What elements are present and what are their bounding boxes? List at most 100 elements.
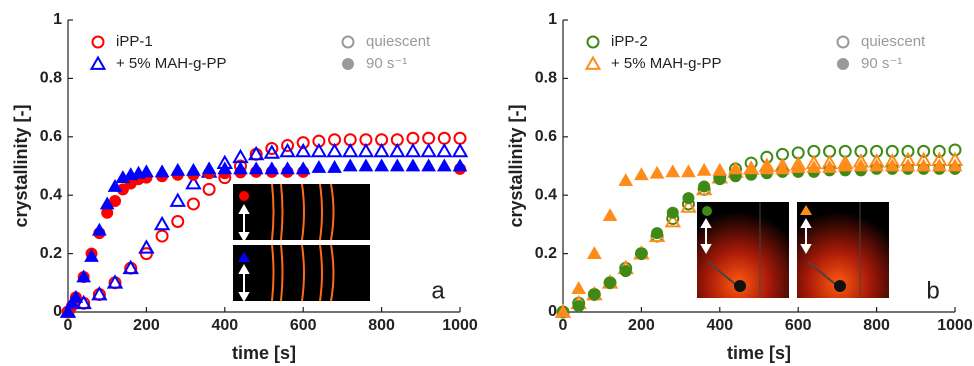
legend-label: quiescent — [366, 33, 431, 50]
legend-marker — [93, 37, 104, 48]
marker — [651, 167, 664, 178]
marker — [438, 145, 451, 156]
marker — [683, 193, 694, 204]
x-tick-label: 0 — [64, 317, 73, 334]
marker — [682, 165, 695, 176]
marker — [589, 289, 600, 300]
x-tick-label: 200 — [628, 317, 655, 334]
marker — [204, 184, 215, 195]
legend-label: 90 s⁻¹ — [366, 55, 407, 72]
marker — [423, 133, 434, 144]
y-tick-label: 0.2 — [40, 245, 62, 262]
marker — [172, 216, 183, 227]
marker — [604, 209, 617, 220]
marker — [156, 218, 169, 229]
marker — [588, 247, 601, 258]
x-tick-label: 400 — [211, 317, 238, 334]
marker — [375, 160, 388, 171]
marker — [619, 174, 632, 185]
marker — [438, 160, 451, 171]
x-axis-label: time [s] — [727, 343, 791, 363]
x-tick-label: 600 — [290, 317, 317, 334]
y-tick-label: 1 — [548, 11, 557, 28]
page: 0 0.2 0.4 0.6 0.8 1 0 200 400 600 800 1000 time [s] c… — [0, 0, 974, 366]
inset-a — [233, 184, 370, 301]
marker — [344, 160, 357, 171]
marker — [406, 160, 419, 171]
marker — [636, 248, 647, 259]
marker — [140, 165, 153, 176]
legend-marker — [588, 37, 599, 48]
y-tick-label: 0.8 — [40, 70, 62, 87]
x-tick-label: 0 — [559, 317, 568, 334]
marker — [359, 160, 372, 171]
marker — [698, 164, 711, 175]
x-tick-label: 200 — [133, 317, 160, 334]
legend-label: iPP-1 — [116, 33, 153, 50]
y-tick-label: 0.2 — [535, 245, 557, 262]
marker — [667, 207, 678, 218]
legend-label: + 5% MAH-g-PP — [611, 55, 721, 72]
marker — [171, 164, 184, 175]
marker — [454, 145, 467, 156]
marker — [573, 301, 584, 312]
marker — [572, 282, 585, 293]
marker — [312, 161, 325, 172]
y-tick-label: 0.4 — [535, 186, 557, 203]
marker — [312, 145, 325, 156]
marker — [203, 162, 216, 173]
marker — [171, 195, 184, 206]
marker — [344, 145, 357, 156]
marker — [406, 145, 419, 156]
panel-label: b — [926, 277, 939, 304]
marker — [156, 165, 169, 176]
figure: 0 0.2 0.4 0.6 0.8 1 0 200 400 600 800 1000 time [s] c… — [0, 0, 974, 366]
marker — [699, 181, 710, 192]
x-tick-label: 400 — [706, 317, 733, 334]
marker — [422, 145, 435, 156]
legend-label: iPP-2 — [611, 33, 648, 50]
marker — [391, 145, 404, 156]
marker — [187, 164, 200, 175]
legend-label: quiescent — [861, 33, 926, 50]
marker — [422, 160, 435, 171]
marker — [188, 198, 199, 209]
legend-label: 90 s⁻¹ — [861, 55, 902, 72]
legend-label: + 5% MAH-g-PP — [116, 55, 226, 72]
x-tick-label: 600 — [785, 317, 812, 334]
panel-label: a — [431, 277, 445, 304]
marker — [407, 133, 418, 144]
marker — [439, 133, 450, 144]
y-tick-label: 0.4 — [40, 186, 62, 203]
legend-marker — [838, 37, 849, 48]
marker — [635, 168, 648, 179]
x-tick-label: 1000 — [442, 317, 478, 334]
y-tick-label: 0.6 — [535, 128, 557, 145]
y-tick-label: 1 — [53, 11, 62, 28]
legend-marker — [587, 58, 600, 69]
x-axis-label: time [s] — [232, 343, 296, 363]
marker — [620, 266, 631, 277]
legend-marker — [92, 58, 105, 69]
x-tick-label: 800 — [368, 317, 395, 334]
marker — [375, 145, 388, 156]
y-tick-label: 0.6 — [40, 128, 62, 145]
y-axis-label: crystallinity [-] — [11, 104, 31, 227]
marker — [157, 231, 168, 242]
legend-marker — [838, 59, 849, 70]
marker — [328, 161, 341, 172]
marker — [652, 228, 663, 239]
marker — [666, 165, 679, 176]
marker — [140, 241, 153, 252]
inset-b — [697, 202, 889, 298]
marker — [328, 145, 341, 156]
y-axis-label: crystallinity [-] — [506, 104, 526, 227]
marker — [359, 145, 372, 156]
marker — [455, 133, 466, 144]
marker — [713, 164, 726, 175]
marker — [605, 277, 616, 288]
legend-marker — [343, 59, 354, 70]
marker — [391, 160, 404, 171]
y-tick-label: 0.8 — [535, 70, 557, 87]
x-tick-label: 800 — [863, 317, 890, 334]
